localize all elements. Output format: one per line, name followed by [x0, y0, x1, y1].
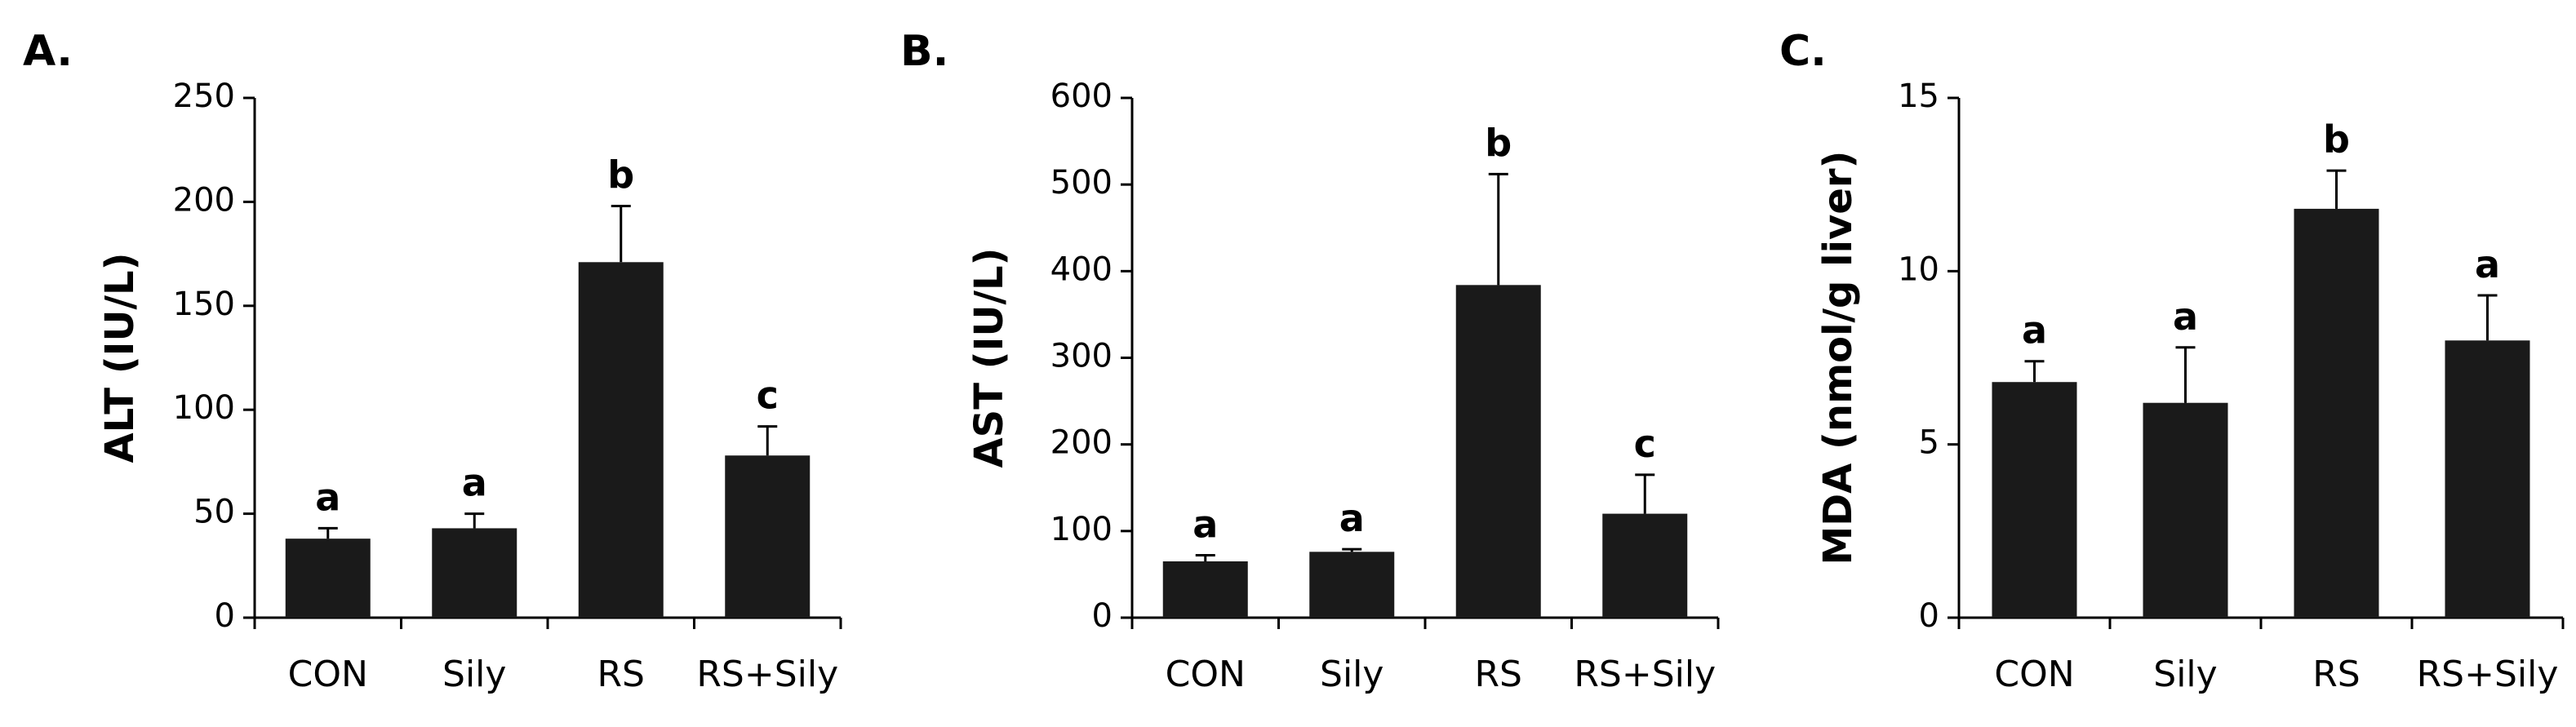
- y-tick-label: 300: [1050, 338, 1113, 375]
- y-tick-label: 0: [215, 597, 235, 635]
- significance-letter: c: [757, 374, 779, 418]
- significance-letter: a: [315, 475, 340, 519]
- y-tick-label: 600: [1050, 78, 1113, 115]
- panel-label: C.: [1779, 27, 1827, 76]
- bar-rs: [578, 262, 664, 618]
- chart-panel-b: B. AST (IU/L) 0 100 200 300 400 500 600 a CON a Sily…: [900, 27, 1720, 695]
- y-tick-label: 10: [1898, 250, 1939, 288]
- y-tick-label: 200: [173, 181, 235, 219]
- x-category-label: RS: [1474, 654, 1522, 695]
- chart-panel-c: C. MDA (nmol/g liver) 0 5 10 15 a CON a Sily b RS a R…: [1779, 27, 2565, 695]
- bar-con: [285, 539, 371, 618]
- x-category-label: Sily: [2153, 654, 2217, 695]
- x-category-label: CON: [1994, 654, 2074, 695]
- significance-letter: a: [2022, 308, 2047, 352]
- y-tick-label: 100: [1050, 511, 1113, 548]
- bar-rs-sily: [725, 455, 811, 618]
- y-tick-label: 50: [193, 494, 235, 531]
- x-category-label: CON: [1166, 654, 1246, 695]
- bar-sily: [2143, 402, 2228, 618]
- panel-label: A.: [23, 27, 73, 76]
- chart-panel-a: A. ALT (IU/L) 0 50 100 150 200 250 a CON a Sily b RS c…: [23, 27, 842, 695]
- y-tick-label: 250: [173, 78, 235, 115]
- y-tick-label: 0: [1092, 597, 1113, 635]
- bar-rs: [1455, 285, 1541, 618]
- significance-letter: a: [462, 461, 487, 505]
- significance-letter: a: [2475, 242, 2500, 286]
- y-tick-label: 200: [1050, 424, 1113, 462]
- significance-letter: c: [1634, 422, 1656, 466]
- y-tick-label: 100: [173, 389, 235, 427]
- x-category-label: CON: [288, 654, 368, 695]
- bar-con: [1162, 561, 1248, 618]
- significance-letter: a: [2173, 295, 2198, 339]
- significance-letter: b: [2323, 117, 2350, 162]
- y-tick-label: 15: [1898, 78, 1939, 115]
- y-tick-label: 400: [1050, 250, 1113, 288]
- significance-letter: a: [1193, 503, 1218, 547]
- significance-letter: b: [607, 153, 634, 197]
- bar-con: [1992, 382, 2077, 618]
- significance-letter: a: [1339, 496, 1365, 540]
- bar-rs-sily: [1602, 513, 1688, 618]
- y-tick-label: 150: [173, 286, 235, 323]
- y-tick-label: 500: [1050, 164, 1113, 202]
- x-category-label: Sily: [1320, 654, 1383, 695]
- x-category-label: RS: [597, 654, 645, 695]
- bar-sily: [432, 528, 517, 618]
- x-category-label: RS+Sily: [2417, 654, 2559, 695]
- y-axis-title: MDA (nmol/g liver): [1815, 151, 1861, 565]
- x-category-label: RS+Sily: [1574, 654, 1716, 695]
- bar-rs-sily: [2445, 340, 2530, 618]
- bar-rs: [2294, 208, 2379, 618]
- y-tick-label: 0: [1919, 597, 1939, 635]
- x-category-label: RS+Sily: [696, 654, 838, 695]
- y-axis-title: AST (IU/L): [966, 248, 1012, 468]
- y-axis-title: ALT (IU/L): [97, 252, 143, 463]
- panel-label: B.: [900, 27, 948, 76]
- x-category-label: Sily: [442, 654, 506, 695]
- significance-letter: b: [1485, 121, 1512, 165]
- y-tick-label: 5: [1919, 424, 1939, 462]
- x-category-label: RS: [2312, 654, 2361, 695]
- bar-sily: [1309, 552, 1395, 618]
